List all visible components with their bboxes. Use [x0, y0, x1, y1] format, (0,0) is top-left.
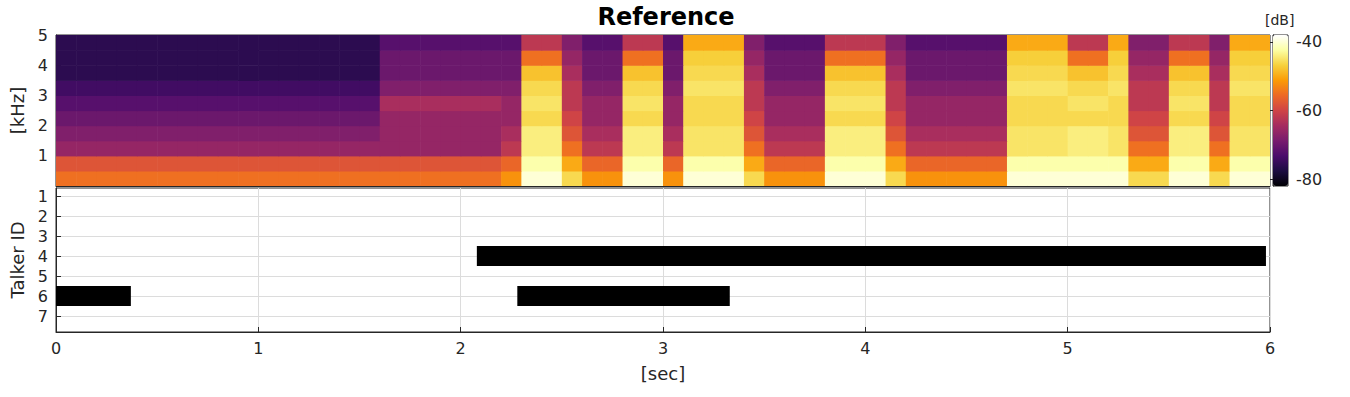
- svg-text:3: 3: [38, 86, 48, 105]
- svg-text:Talker ID: Talker ID: [7, 221, 28, 299]
- svg-text:4: 4: [38, 56, 48, 75]
- svg-text:2: 2: [38, 207, 48, 226]
- svg-text:-60: -60: [1296, 101, 1322, 120]
- svg-text:4: 4: [860, 339, 870, 358]
- svg-text:-80: -80: [1296, 170, 1322, 189]
- svg-text:3: 3: [38, 227, 48, 246]
- svg-text:1: 1: [253, 339, 263, 358]
- svg-text:5: 5: [1063, 339, 1073, 358]
- svg-text:4: 4: [38, 247, 48, 266]
- svg-text:6: 6: [1265, 339, 1275, 358]
- svg-text:3: 3: [658, 339, 668, 358]
- svg-text:0: 0: [51, 339, 61, 358]
- svg-text:6: 6: [38, 287, 48, 306]
- svg-text:-40: -40: [1296, 32, 1322, 51]
- svg-text:Reference: Reference: [597, 3, 734, 31]
- svg-text:1: 1: [38, 187, 48, 206]
- svg-text:7: 7: [38, 307, 48, 326]
- svg-text:5: 5: [38, 26, 48, 45]
- svg-text:1: 1: [38, 146, 48, 165]
- svg-text:[sec]: [sec]: [641, 363, 685, 384]
- svg-text:5: 5: [38, 267, 48, 286]
- svg-text:[dB]: [dB]: [1265, 12, 1294, 28]
- svg-text:[kHz]: [kHz]: [7, 87, 28, 134]
- svg-text:2: 2: [456, 339, 466, 358]
- svg-text:2: 2: [38, 116, 48, 135]
